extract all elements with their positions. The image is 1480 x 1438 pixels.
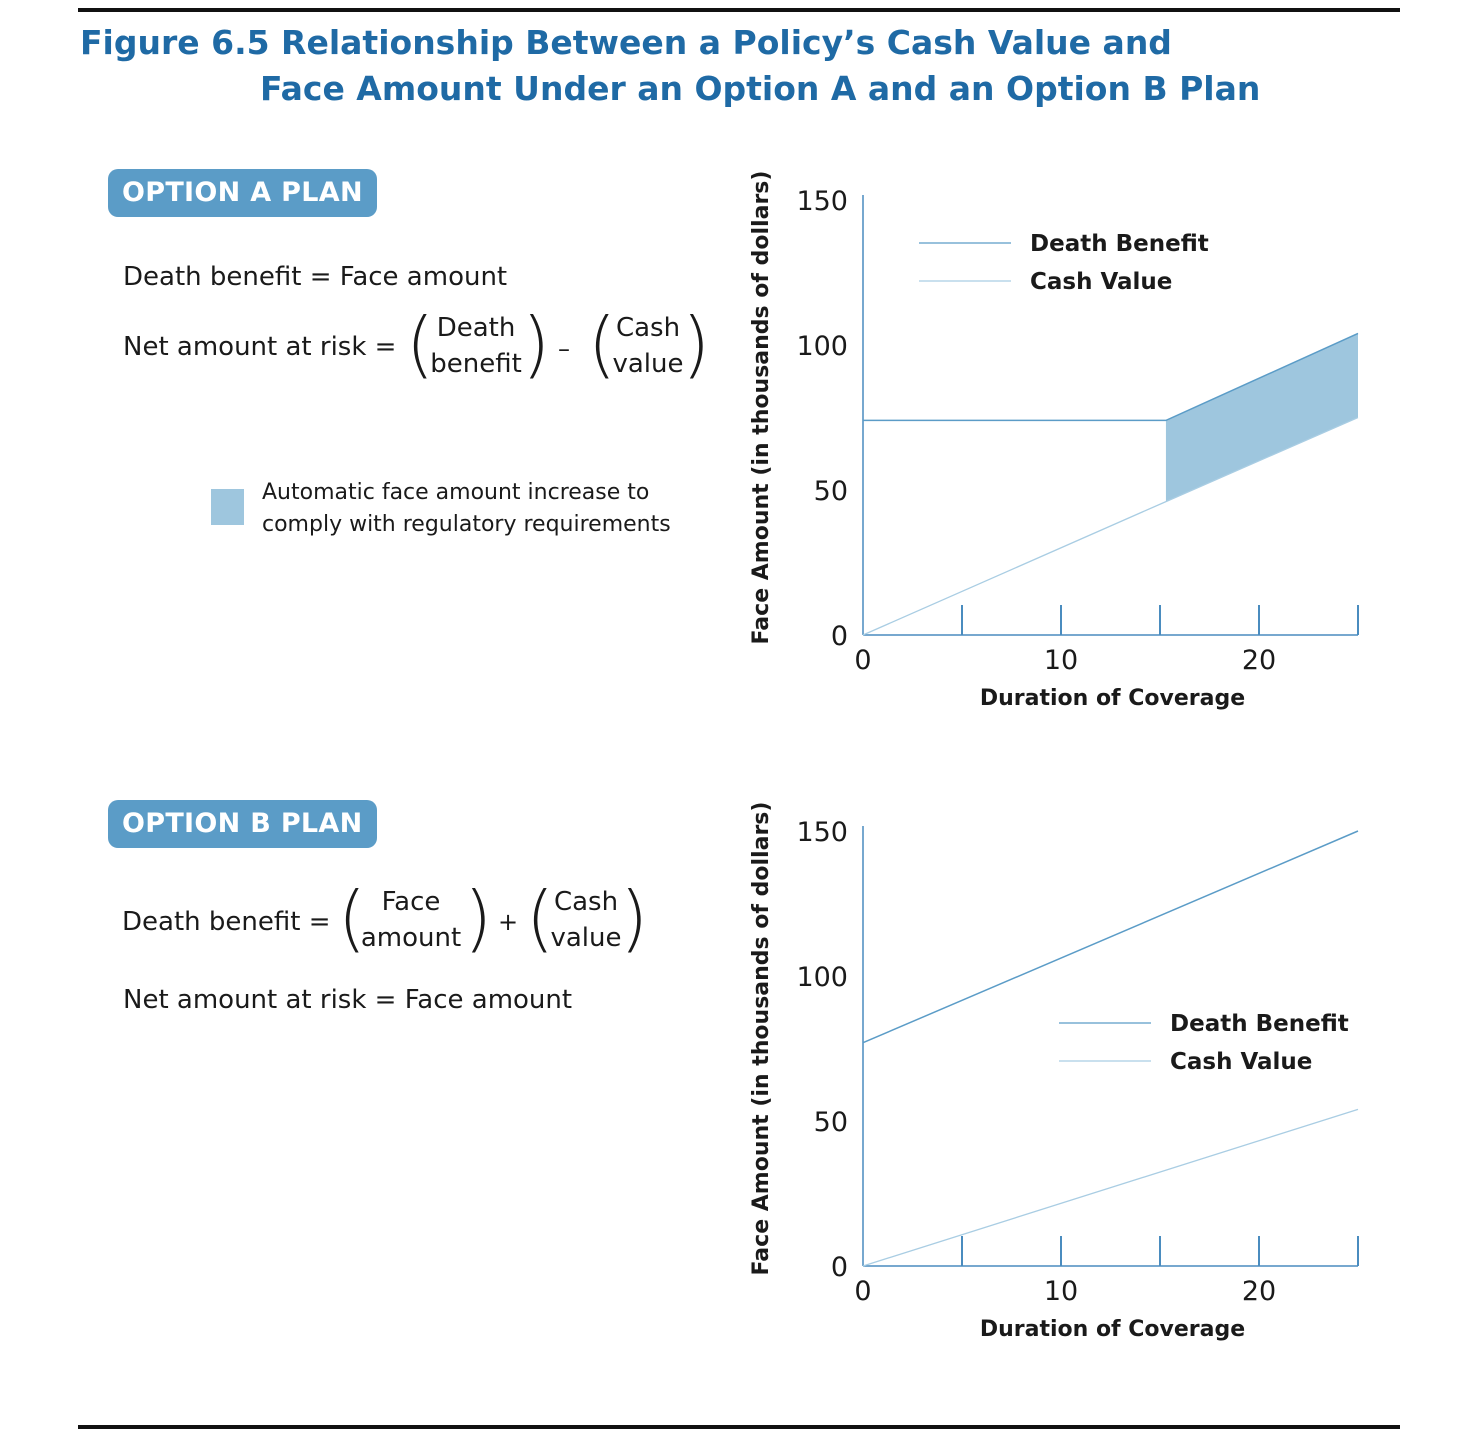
term-line2: value [550, 923, 622, 953]
term-line1: Cash [553, 887, 619, 917]
x-axis-label: Duration of Coverage [980, 1317, 1245, 1342]
figure-title: Figure 6.5 Relationship Between a Policy… [80, 20, 1260, 112]
open-paren: ( [526, 876, 555, 960]
option-b-term-cash-value: ( Cash value ) [526, 876, 649, 962]
x-tick-label: 0 [854, 1276, 871, 1307]
y-tick-label: 50 [814, 1107, 848, 1138]
close-paren: ) [522, 302, 551, 386]
figure-title-line1: Figure 6.5 Relationship Between a Policy… [80, 23, 1172, 62]
y-tick-label: 100 [796, 331, 848, 362]
x-tick-label: 10 [1044, 1276, 1078, 1307]
term-line2: value [612, 349, 684, 379]
top-rule [78, 8, 1400, 12]
legend-label-cash-value: Cash Value [1170, 1049, 1312, 1075]
close-paren: ) [682, 302, 711, 386]
series-line-cash-value [862, 1108, 1359, 1267]
series-line-death-benefit [863, 332, 1359, 422]
x-tick-label: 20 [1242, 645, 1276, 676]
plus-operator: + [498, 908, 519, 936]
open-paren: ( [588, 302, 617, 386]
x-tick-label: 20 [1242, 1276, 1276, 1307]
option-b-badge: OPTION B PLAN [108, 800, 377, 848]
x-tick-label: 10 [1044, 645, 1078, 676]
option-b-death-benefit-label: Death benefit = [122, 907, 331, 937]
option-a-badge: OPTION A PLAN [108, 169, 377, 217]
y-axis-label: Face Amount (in thousands of dollars) [749, 171, 774, 645]
legend-label-death-benefit: Death Benefit [1030, 231, 1209, 257]
regulatory-increase-label: Automatic face amount increase to comply… [262, 477, 671, 541]
y-tick-label: 0 [831, 1252, 848, 1283]
close-paren: ) [464, 876, 493, 960]
option-a-term-cash-value: ( Cash value ) [588, 302, 711, 388]
term-line2: benefit [430, 349, 522, 379]
close-paren: ) [620, 876, 649, 960]
y-tick-label: 100 [796, 962, 848, 993]
term-line2: amount [360, 923, 462, 953]
x-tick-label: 0 [854, 645, 871, 676]
option-a-term-death-benefit: ( Death benefit ) [406, 302, 550, 388]
y-tick-label: 50 [814, 476, 848, 507]
open-paren: ( [406, 302, 435, 386]
figure-title-line2: Face Amount Under an Option A and an Opt… [260, 69, 1261, 108]
x-axis-label: Duration of Coverage [980, 686, 1245, 711]
bottom-rule [78, 1425, 1400, 1429]
minus-operator: – [558, 335, 570, 363]
term-line1: Death [436, 313, 516, 343]
open-paren: ( [338, 876, 367, 960]
regulatory-increase-swatch [211, 489, 244, 525]
swatch-label-line2: comply with regulatory requirements [262, 512, 671, 537]
legend-label-death-benefit: Death Benefit [1170, 1011, 1349, 1037]
legend-label-cash-value: Cash Value [1030, 269, 1172, 295]
y-tick-label: 150 [796, 186, 848, 217]
shaded-region [1165, 333, 1358, 502]
y-axis-label: Face Amount (in thousands of dollars) [749, 802, 774, 1276]
y-tick-label: 150 [796, 817, 848, 848]
series-line-death-benefit [862, 830, 1359, 1044]
option-b-chart: 0 10 20 0 50 100 150 Face Amount (in thousands … [749, 802, 1359, 1342]
option-a-net-risk-label: Net amount at risk = [123, 332, 397, 362]
option-a-chart: 0 10 20 0 50 100 150 Face Amount (in thousands … [749, 171, 1359, 711]
term-line1: Cash [615, 313, 681, 343]
option-b-term-face-amount: ( Face amount ) [338, 876, 493, 962]
swatch-label-line1: Automatic face amount increase to [262, 480, 650, 505]
option-b-net-risk-equation: Net amount at risk = Face amount [123, 985, 573, 1015]
option-a-death-benefit-equation: Death benefit = Face amount [123, 262, 508, 292]
series-line-cash-value [862, 416, 1359, 636]
y-tick-label: 0 [831, 621, 848, 652]
term-line1: Face [381, 887, 441, 917]
